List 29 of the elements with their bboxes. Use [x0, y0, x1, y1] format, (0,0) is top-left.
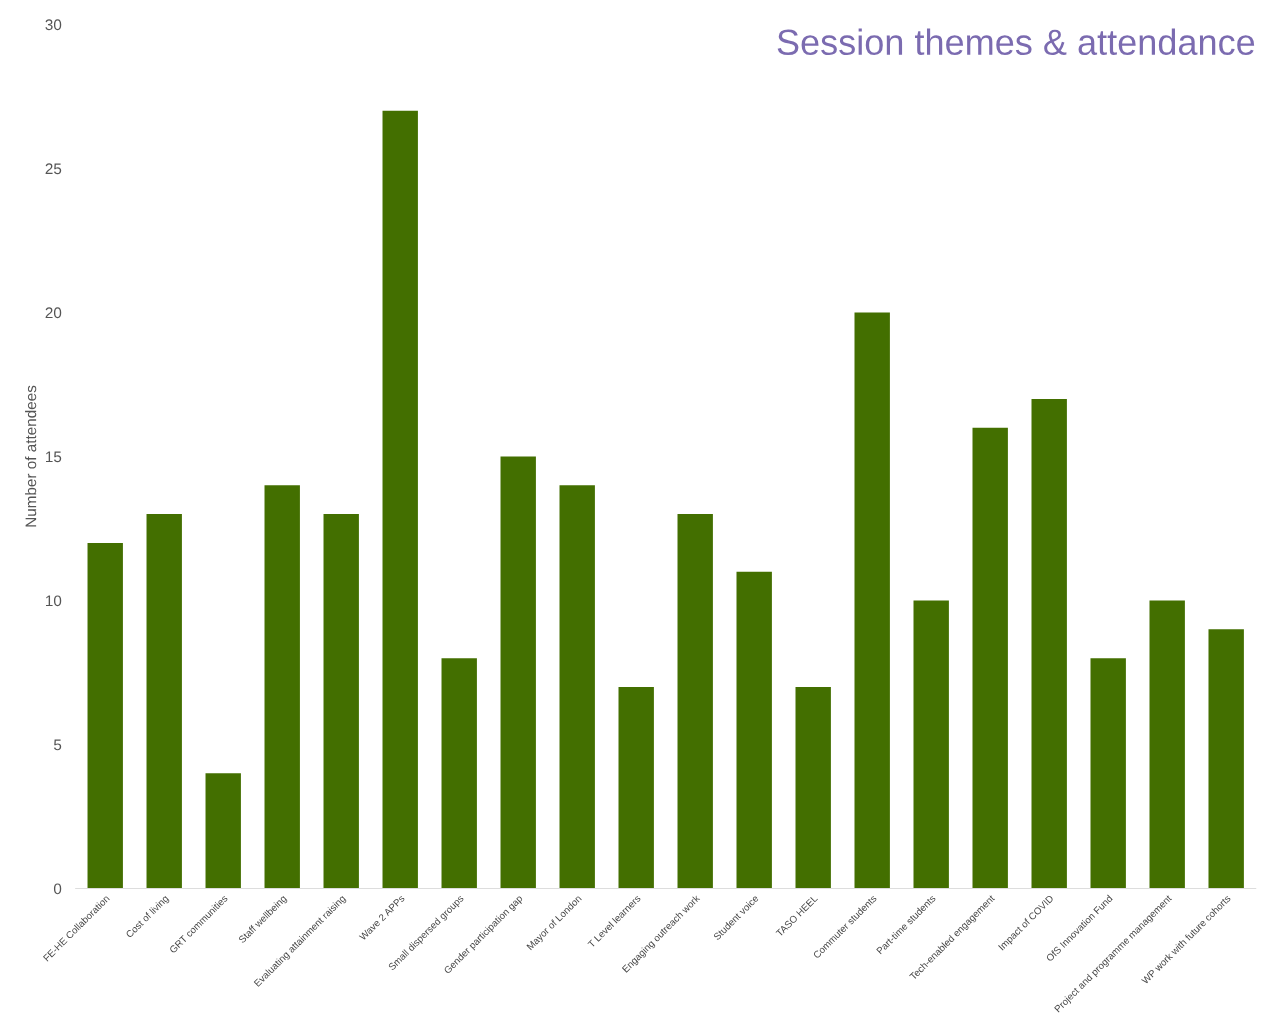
bar: [500, 456, 536, 889]
y-tick-label: 20: [45, 307, 62, 319]
y-tick-label: 10: [46, 595, 62, 607]
y-tick-label: 15: [46, 451, 62, 463]
bar: [559, 485, 595, 889]
bar: [618, 686, 654, 889]
bar: [146, 514, 182, 889]
bar: [913, 600, 949, 889]
y-tick-label: 5: [53, 739, 62, 751]
bar: [264, 485, 300, 889]
y-tick-label: 0: [53, 883, 62, 895]
bar: [1208, 629, 1244, 889]
y-tick-label: 30: [45, 19, 62, 31]
bar: [854, 312, 890, 889]
bar: [736, 571, 772, 889]
bar: [1149, 600, 1185, 889]
bar: [972, 427, 1008, 889]
bar: [677, 514, 713, 889]
chart-title: Session themes & attendance: [777, 28, 1255, 56]
bar: [323, 514, 359, 889]
bar: [87, 542, 123, 889]
bar: [441, 658, 477, 889]
bar: [1031, 398, 1067, 889]
bar: [382, 110, 418, 889]
bar: [1090, 658, 1126, 889]
bar: [205, 773, 241, 889]
y-axis-title: Number of attendees: [25, 385, 37, 527]
y-tick-label: 25: [45, 163, 62, 175]
bar: [795, 686, 831, 889]
